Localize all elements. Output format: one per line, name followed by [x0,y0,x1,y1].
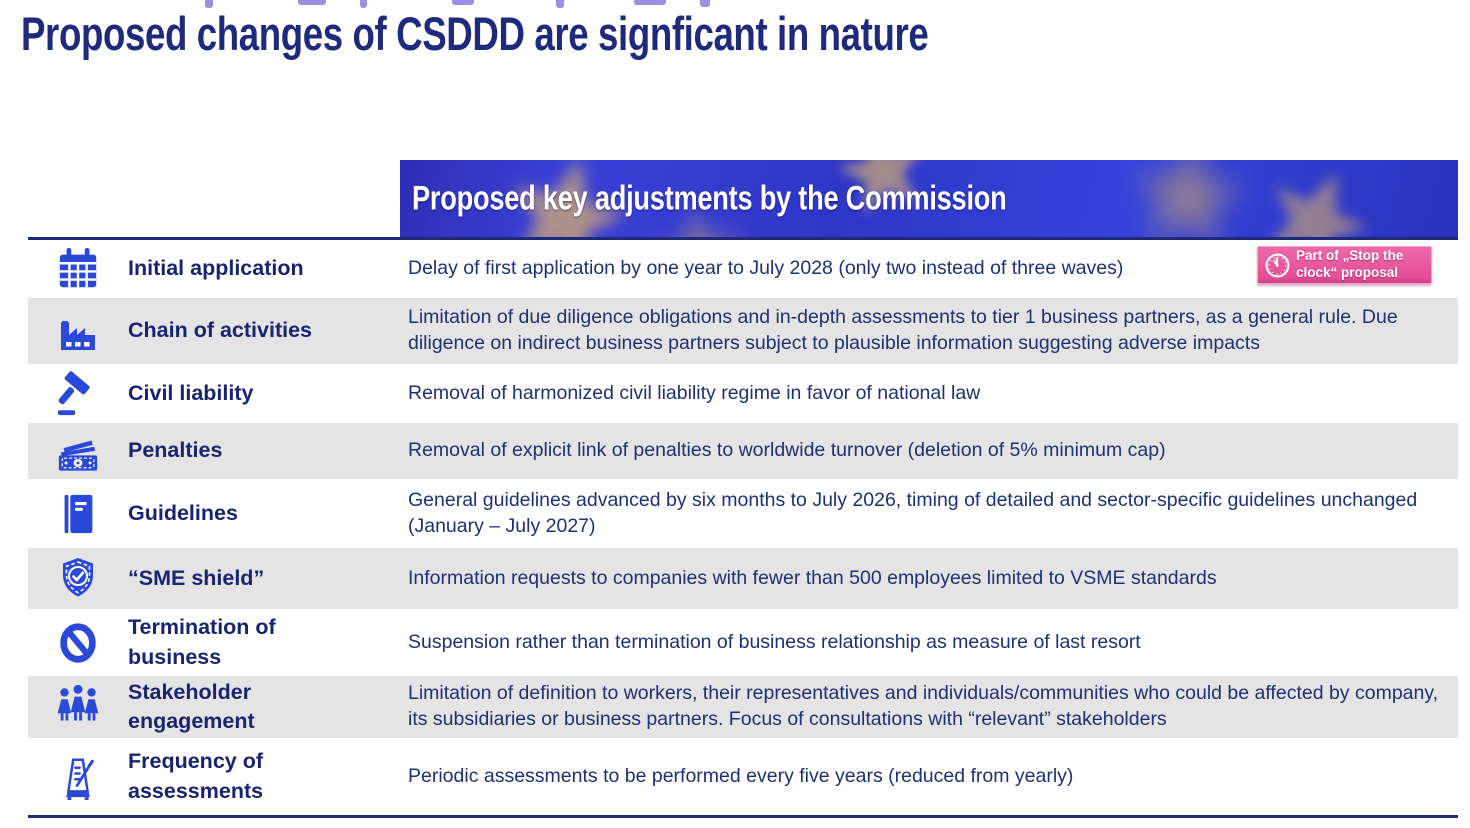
row-label: Frequency of assessments [128,749,264,803]
table-row: Penalties Removal of explicit link of pe… [28,423,1458,479]
row-text: Limitation of definition to workers, the… [408,682,1439,730]
table-row: Guidelines General guidelines advanced b… [28,479,1458,548]
adjustments-table: Proposed key adjustments by the Commissi… [28,160,1458,818]
table-row: Civil liability Removal of harmonized ci… [28,364,1458,423]
table-header-row: Proposed key adjustments by the Commissi… [28,160,1458,240]
column-header: Proposed key adjustments by the Commissi… [412,179,1007,217]
book-icon [28,479,128,548]
row-label: Civil liability [128,380,254,405]
factory-icon [28,298,128,364]
row-label: Penalties [128,438,223,463]
stop-the-clock-badge: Part of „Stop the clock“ proposal [1257,246,1432,284]
row-label: Chain of activities [128,318,312,343]
text-fragment [634,0,666,5]
calendar-icon [28,240,128,298]
row-label: Termination of business [128,615,276,669]
row-label: “SME shield” [128,565,265,590]
table-row: Chain of activities Limitation of due di… [28,298,1458,364]
text-fragment [700,0,710,7]
row-label: Guidelines [128,500,238,525]
row-label: Initial application [128,256,304,281]
row-text: Delay of first application by one year t… [408,257,1124,280]
text-fragment [205,0,213,8]
table-row: Termination of business Suspension rathe… [28,609,1458,676]
gavel-icon [28,364,128,423]
row-text: Suspension rather than termination of bu… [408,630,1141,653]
row-text: Removal of harmonized civil liability re… [408,381,981,404]
table-row: Initial application Delay of first appli… [28,240,1458,298]
clock-icon [1264,252,1291,279]
table-row: “SME shield” Information requests to com… [28,548,1458,609]
banknote-icon [28,423,128,479]
text-fragment [452,0,474,5]
prohibition-icon [28,609,128,676]
page-title: Proposed changes of CSDDD are signficant… [21,7,929,60]
row-text: Information requests to companies with f… [408,566,1217,589]
badge-label: Part of „Stop the clock“ proposal [1296,248,1404,280]
text-fragment [556,0,564,8]
table-row: Frequency of assessments Periodic assess… [28,738,1458,818]
row-label: Stakeholder engagement [128,679,255,733]
row-text: Limitation of due diligence obligations … [408,306,1398,354]
eu-flag-banner: Proposed key adjustments by the Commissi… [400,160,1458,237]
shield-check-icon [28,548,128,609]
people-icon [28,676,128,738]
row-text: Periodic assessments to be performed eve… [408,764,1074,787]
metronome-icon [28,738,128,815]
text-fragment [360,0,367,8]
table-row: Stakeholder engagement Limitation of def… [28,676,1458,738]
text-fragment [298,0,326,5]
row-text: General guidelines advanced by six month… [408,488,1418,537]
row-text: Removal of explicit link of penalties to… [408,439,1166,462]
